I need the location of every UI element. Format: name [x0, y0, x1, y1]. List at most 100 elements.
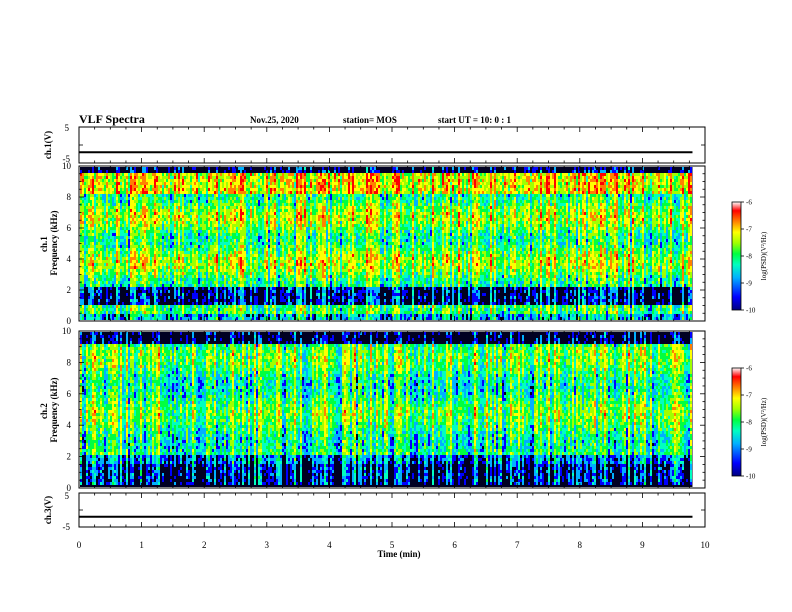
- spectrogram-cell: [174, 278, 176, 281]
- spectrogram-cell: [264, 284, 266, 287]
- spectrogram-cell: [214, 254, 216, 257]
- spectrogram-cell: [270, 200, 272, 203]
- spectrogram-cell: [82, 299, 84, 302]
- spectrogram-cell: [270, 290, 272, 293]
- spectrogram-cell: [288, 224, 290, 227]
- spectrogram-cell: [176, 251, 178, 254]
- spectrogram-cell: [258, 173, 260, 176]
- spectrogram-cell: [280, 194, 282, 197]
- spectrogram-cell: [128, 185, 130, 188]
- spectrogram-cell: [288, 317, 290, 320]
- spectrogram-cell: [186, 278, 188, 281]
- spectrogram-cell: [136, 197, 138, 200]
- spectrogram-cell: [88, 281, 90, 284]
- spectrogram-cell: [212, 173, 214, 176]
- spectrogram-cell: [124, 200, 126, 203]
- spectrogram-cell: [128, 176, 130, 179]
- spectrogram-cell: [92, 236, 94, 239]
- spectrogram-cell: [130, 209, 132, 212]
- spectrogram-cell: [82, 281, 84, 284]
- spectrogram-cell: [154, 233, 156, 236]
- spectrogram-cell: [218, 224, 220, 227]
- spectrogram-cell: [200, 308, 202, 311]
- spectrogram-cell: [202, 239, 204, 242]
- spectrogram-cell: [252, 224, 254, 227]
- spectrogram-cell: [84, 176, 86, 179]
- spectrogram-cell: [162, 179, 164, 182]
- spectrogram-cell: [104, 284, 106, 287]
- spectrogram-cell: [286, 269, 288, 272]
- spectrogram-cell: [240, 281, 242, 284]
- spectrogram-cell: [178, 251, 180, 254]
- spectrogram-cell: [214, 251, 216, 254]
- spectrogram-cell: [188, 263, 190, 266]
- spectrogram-cell: [280, 221, 282, 224]
- spectrogram-cell: [200, 179, 202, 182]
- spectrogram-cell: [192, 254, 194, 257]
- spectrogram-cell: [84, 185, 86, 188]
- spectrogram-cell: [284, 203, 286, 206]
- spectrogram-cell: [86, 224, 88, 227]
- spectrogram-cell: [208, 224, 210, 227]
- spectrogram-cell: [260, 173, 262, 176]
- spectrogram-cell: [214, 305, 216, 308]
- spectrogram-cell: [164, 266, 166, 269]
- spectrogram-cell: [206, 284, 208, 287]
- spectrogram-cell: [160, 314, 162, 317]
- spectrogram-cell: [94, 311, 96, 314]
- spectrogram-cell: [122, 251, 124, 254]
- spectrogram-cell: [82, 272, 84, 275]
- spectrogram-cell: [234, 296, 236, 299]
- spectrogram-cell: [202, 179, 204, 182]
- spectrogram-cell: [196, 251, 198, 254]
- spectrogram-cell: [190, 272, 192, 275]
- spectrogram-cell: [290, 191, 292, 194]
- spectrogram-cell: [240, 185, 242, 188]
- spectrogram-cell: [268, 209, 270, 212]
- spectrogram-cell: [278, 191, 280, 194]
- spectrogram-cell: [132, 230, 134, 233]
- spectrogram-cell: [266, 194, 268, 197]
- spectrogram-cell: [102, 317, 104, 320]
- spectrogram-cell: [182, 218, 184, 221]
- spectrogram-cell: [134, 206, 136, 209]
- spectrogram-cell: [198, 281, 200, 284]
- spectrogram-cell: [258, 257, 260, 260]
- spectrogram-cell: [168, 245, 170, 248]
- spectrogram-cell: [252, 284, 254, 287]
- spectrogram-cell: [108, 194, 110, 197]
- spectrogram-cell: [174, 251, 176, 254]
- spectrogram-cell: [244, 179, 246, 182]
- spectrogram-cell: [226, 185, 228, 188]
- spectrogram-cell: [174, 224, 176, 227]
- spectrogram-cell: [178, 242, 180, 245]
- spectrogram-cell: [84, 257, 86, 260]
- spectrogram-cell: [192, 230, 194, 233]
- spectrogram-cell: [118, 293, 120, 296]
- spectrogram-cell: [154, 281, 156, 284]
- spectrogram-cell: [254, 191, 256, 194]
- spectrogram-cell: [286, 251, 288, 254]
- spectrogram-cell: [120, 215, 122, 218]
- spectrogram-cell: [114, 212, 116, 215]
- spectrogram-cell: [250, 236, 252, 239]
- spectrogram-cell: [152, 203, 154, 206]
- spectrogram-cell: [84, 197, 86, 200]
- spectrogram-cell: [84, 278, 86, 281]
- spectrogram-cell: [184, 311, 186, 314]
- spectrogram-cell: [124, 224, 126, 227]
- spectrogram-cell: [154, 305, 156, 308]
- spectrogram-cell: [108, 305, 110, 308]
- spectrogram-cell: [110, 296, 112, 299]
- spectrogram-cell: [244, 239, 246, 242]
- spectrogram-cell: [276, 245, 278, 248]
- spectrogram-cell: [280, 218, 282, 221]
- spectrogram-cell: [214, 263, 216, 266]
- spectrogram-cell: [200, 173, 202, 176]
- spectrogram-cell: [148, 263, 150, 266]
- spectrogram-cell: [124, 191, 126, 194]
- spectrogram-cell: [280, 191, 282, 194]
- spectrogram-cell: [208, 254, 210, 257]
- spectrogram-cell: [266, 296, 268, 299]
- spectrogram-cell: [250, 227, 252, 230]
